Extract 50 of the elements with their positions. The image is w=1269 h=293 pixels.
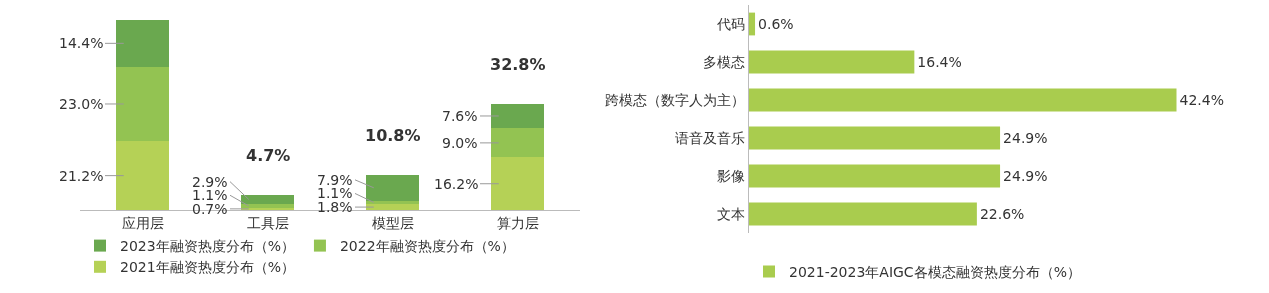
data-label: 42.4% <box>1179 92 1224 108</box>
data-label: 16.4% <box>917 54 962 70</box>
data-label: 24.9% <box>1003 130 1048 146</box>
data-label: 2.9% <box>192 174 228 190</box>
bar <box>116 66 169 142</box>
bar <box>491 128 544 158</box>
data-label: 1.1% <box>317 185 353 201</box>
data-label: 9.0% <box>442 135 478 151</box>
data-label: 7.9% <box>317 172 353 188</box>
legend-label: 2022年融资热度分布（%） <box>339 238 515 255</box>
bar <box>749 50 915 74</box>
data-label: 1.1% <box>192 187 228 203</box>
data-label: 23.0% <box>59 96 104 112</box>
bar <box>749 126 1001 150</box>
data-label: 21.2% <box>59 168 104 184</box>
data-label: 16.2% <box>434 176 479 192</box>
data-label: 0.7% <box>192 201 228 217</box>
total-label: 10.8% <box>365 126 421 145</box>
y-tick-label: 多模态 <box>703 53 746 70</box>
data-label: 22.6% <box>979 206 1025 222</box>
y-tick-label: 跨模态（数字人为主） <box>605 91 746 108</box>
data-label: 0.6% <box>758 16 794 32</box>
total-label: 32.8% <box>490 55 546 74</box>
data-label: 1.8% <box>317 199 353 215</box>
legend-label: 2021-2023年AIGC各模态融资热度分布（%） <box>789 263 1081 280</box>
total-label: 4.7% <box>246 146 291 165</box>
data-label: 7.6% <box>442 108 478 124</box>
legend-label: 2023年融资热度分布（%） <box>120 238 295 255</box>
x-tick-label: 工具层 <box>246 214 289 231</box>
bar <box>366 204 419 210</box>
y-tick-label: 文本 <box>717 205 746 222</box>
y-tick-label: 语音及音乐 <box>675 129 746 146</box>
bar <box>116 141 169 210</box>
data-label: 24.9% <box>1003 168 1048 184</box>
bar <box>491 157 544 210</box>
x-tick-label: 算力层 <box>496 214 539 231</box>
y-tick-label: 代码 <box>716 15 746 32</box>
x-tick-label: 应用层 <box>121 214 164 231</box>
x-tick-label: 模型层 <box>371 214 414 231</box>
bar <box>241 194 294 205</box>
bar <box>749 164 1001 188</box>
bar <box>749 12 756 36</box>
bar <box>116 20 169 67</box>
legend-label: 2021年融资热度分布（%） <box>120 259 295 276</box>
bar <box>749 202 977 226</box>
y-tick-label: 影像 <box>717 167 746 184</box>
bar <box>366 174 419 201</box>
bar <box>749 88 1177 112</box>
data-label: 14.4% <box>59 35 104 51</box>
bar <box>491 103 544 129</box>
